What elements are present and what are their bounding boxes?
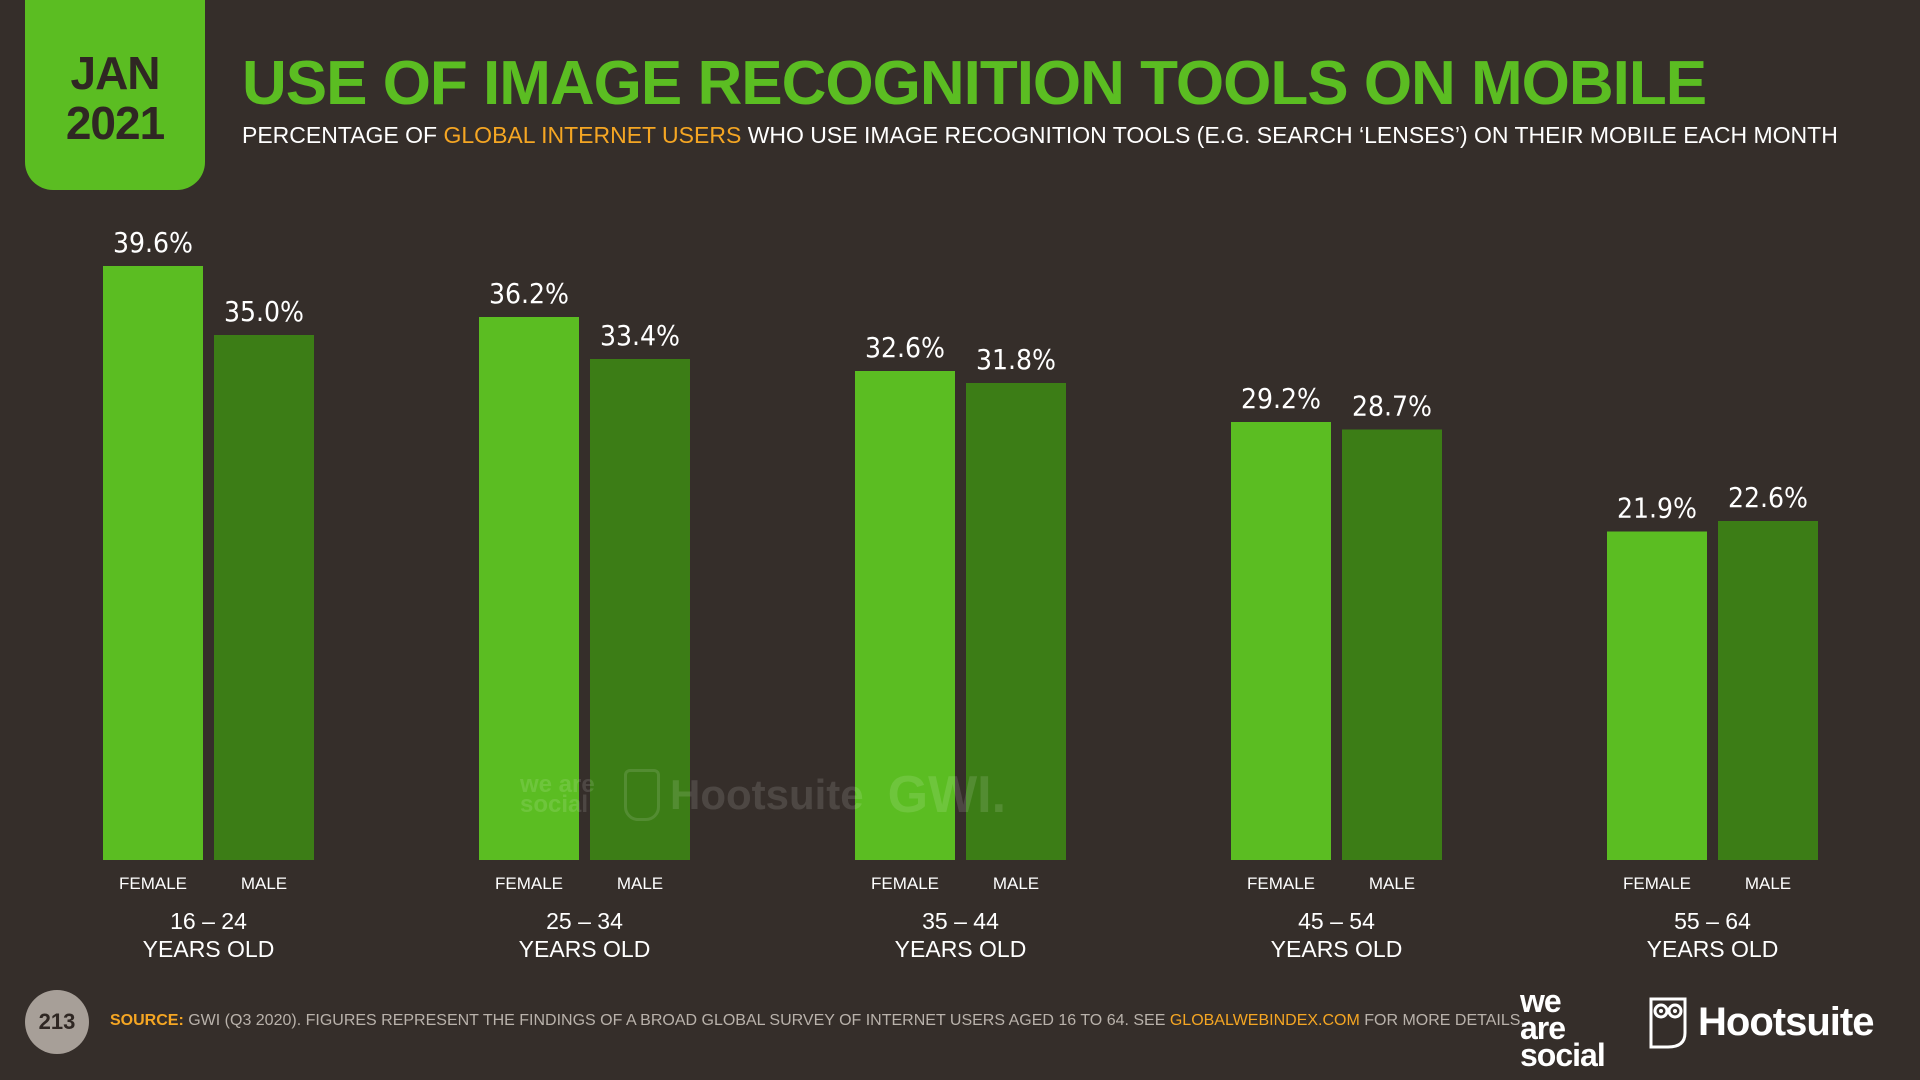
value-label-male-2: 31.8% (976, 343, 1056, 376)
series-label-male-3: MALE (1369, 874, 1415, 893)
source-tail: FOR MORE DETAILS. (1359, 1012, 1525, 1029)
source-note: SOURCE: GWI (Q3 2020). FIGURES REPRESENT… (110, 1012, 1525, 1030)
value-label-female-0: 39.6% (113, 226, 193, 259)
series-label-male-4: MALE (1745, 874, 1791, 893)
category-label-1: 25 – 34 (546, 908, 623, 934)
category-label-4: 55 – 64 (1674, 908, 1751, 934)
subtitle-pre: PERCENTAGE OF (242, 122, 444, 148)
series-label-female-2: FEMALE (871, 874, 939, 893)
series-label-male-0: MALE (241, 874, 287, 893)
source-link[interactable]: GLOBALWEBINDEX.COM (1169, 1012, 1360, 1029)
bar-male-3 (1342, 429, 1442, 860)
bar-female-1 (479, 317, 579, 860)
value-label-male-4: 22.6% (1728, 481, 1808, 514)
series-label-male-2: MALE (993, 874, 1039, 893)
page-subtitle: PERCENTAGE OF GLOBAL INTERNET USERS WHO … (242, 122, 1838, 149)
bar-female-2 (855, 371, 955, 860)
watermark-hootsuite-text: Hootsuite (670, 771, 864, 818)
subtitle-post: WHO USE IMAGE RECOGNITION TOOLS (E.G. SE… (741, 122, 1838, 148)
bar-male-2 (966, 383, 1066, 860)
series-label-female-1: FEMALE (495, 874, 563, 893)
value-label-female-1: 36.2% (489, 277, 569, 310)
series-label-female-3: FEMALE (1247, 874, 1315, 893)
date-year: 2021 (65, 97, 165, 149)
value-label-male-1: 33.4% (600, 319, 680, 352)
series-label-female-0: FEMALE (119, 874, 187, 893)
owl-icon (1649, 997, 1687, 1049)
bar-female-0 (103, 266, 203, 860)
watermark-we-are-social: we are social (520, 771, 595, 818)
bar-male-4 (1718, 521, 1818, 860)
series-label-male-1: MALE (617, 874, 663, 893)
source-label: SOURCE: (110, 1012, 184, 1029)
series-label-female-4: FEMALE (1623, 874, 1691, 893)
value-label-male-3: 28.7% (1352, 390, 1432, 423)
logo-hootsuite-text: Hootsuite (1698, 999, 1874, 1044)
category-suffix-0: YEARS OLD (143, 936, 275, 962)
date-month: JAN (70, 47, 160, 99)
we-are-social-logo: we are social (1520, 983, 1606, 1073)
value-label-female-2: 32.6% (865, 331, 945, 364)
logo-was-line-2: are (1520, 1010, 1566, 1046)
category-label-3: 45 – 54 (1298, 908, 1375, 934)
category-suffix-2: YEARS OLD (895, 936, 1027, 962)
watermark: we are social Hootsuite GWI. (520, 765, 1006, 825)
subtitle-highlight: GLOBAL INTERNET USERS (443, 122, 742, 148)
bar-female-4 (1607, 531, 1707, 860)
hootsuite-logo: Hootsuite (1648, 995, 1874, 1049)
category-suffix-1: YEARS OLD (519, 936, 651, 962)
value-label-female-3: 29.2% (1241, 382, 1321, 415)
page-number: 213 (25, 990, 89, 1054)
watermark-hootsuite: Hootsuite (624, 769, 864, 821)
category-suffix-4: YEARS OLD (1647, 936, 1779, 962)
watermark-gwi: GWI. (887, 766, 1007, 824)
page-title: USE OF IMAGE RECOGNITION TOOLS ON MOBILE (242, 49, 1707, 118)
value-label-female-4: 21.9% (1617, 492, 1697, 525)
category-label-2: 35 – 44 (922, 908, 999, 934)
bar-male-1 (590, 359, 690, 860)
category-suffix-3: YEARS OLD (1271, 936, 1403, 962)
bar-male-0 (214, 335, 314, 860)
date-badge: JAN 2021 (25, 0, 205, 190)
logo-was-line-1: we (1520, 983, 1562, 1019)
value-label-male-0: 35.0% (224, 295, 304, 328)
bar-female-3 (1231, 422, 1331, 860)
owl-watermark-icon (624, 769, 660, 821)
logo-was-line-3: social (1520, 1037, 1606, 1073)
category-label-0: 16 – 24 (170, 908, 247, 934)
source-text: GWI (Q3 2020). FIGURES REPRESENT THE FIN… (183, 1012, 1170, 1029)
